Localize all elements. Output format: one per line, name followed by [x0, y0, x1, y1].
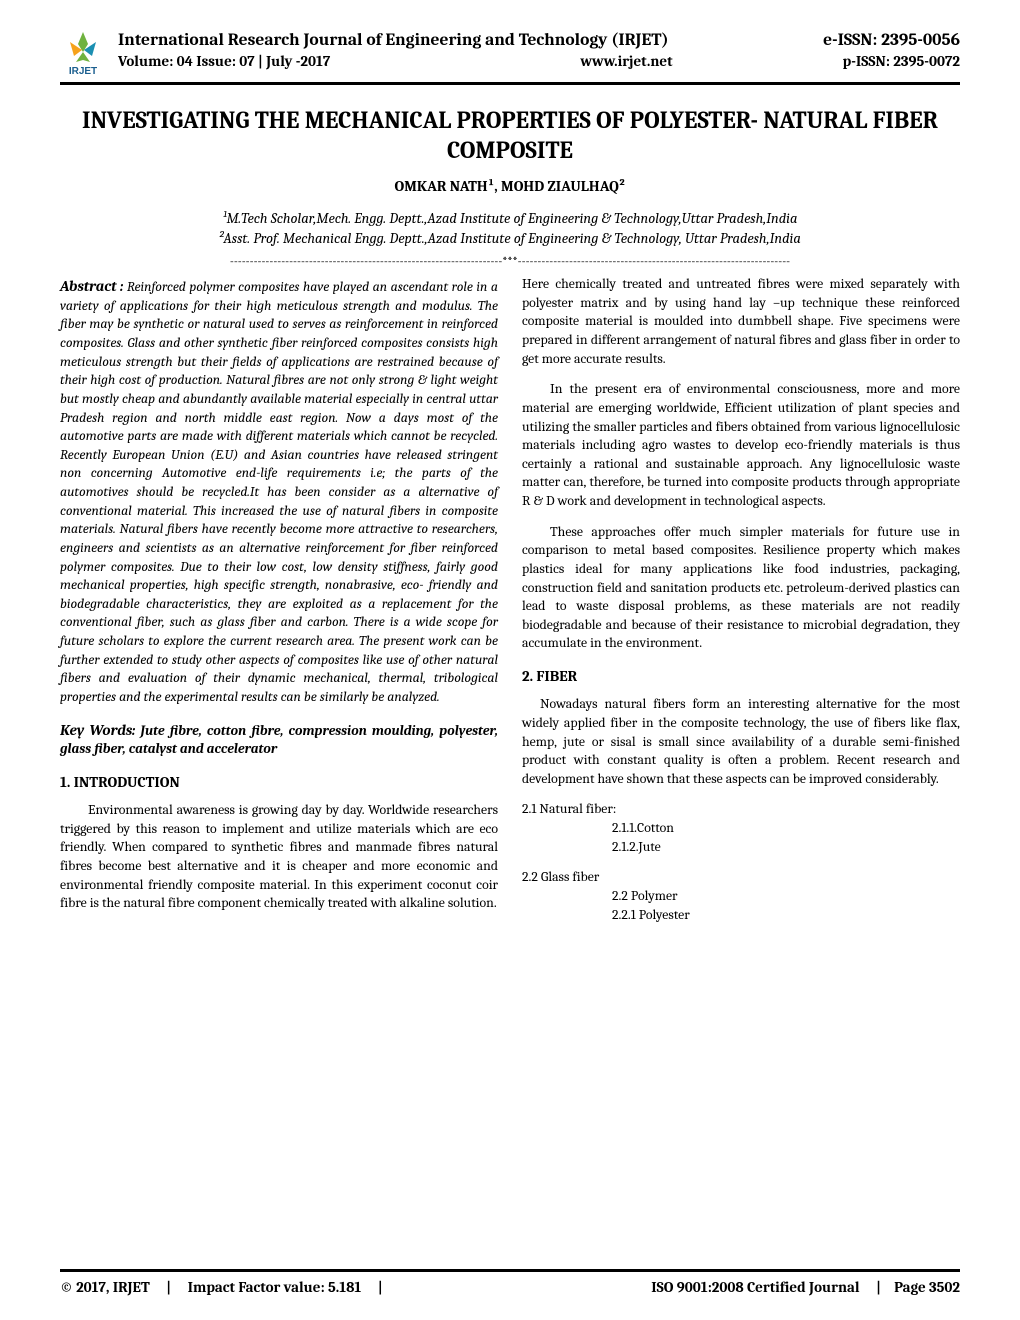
abstract-label: Abstract : [60, 277, 123, 295]
keywords-paragraph: Key Words: Jute fibre, cotton fibre, com… [60, 720, 498, 760]
list-2-1-1: 2.1.1.Cotton [612, 820, 960, 839]
page-header: IRJET International Research Journal of … [60, 30, 960, 85]
header-text-block: International Research Journal of Engine… [118, 30, 960, 70]
keywords-label: Key Words: [60, 721, 135, 739]
affiliation-1: ¹M.Tech Scholar,Mech. Engg. Deptt.,Azad … [60, 209, 960, 229]
footer-sep-3: | [876, 1278, 881, 1296]
svg-text:IRJET: IRJET [69, 66, 97, 76]
footer-cert: ISO 9001:2008 Certified Journal [651, 1278, 859, 1296]
p-issn: p-ISSN: 2395-0072 [843, 52, 960, 70]
website: www.irjet.net [580, 52, 672, 70]
right-column: Here chemically treated and untreated fi… [522, 276, 960, 926]
section-1-p1: Environmental awareness is growing day b… [60, 802, 498, 914]
section-1-heading: 1. INTRODUCTION [60, 772, 498, 792]
footer-sep-2: | [378, 1278, 383, 1296]
footer-sep-1: | [166, 1278, 171, 1296]
right-p3: These approaches offer much simpler mate… [522, 524, 960, 654]
footer-right: ISO 9001:2008 Certified Journal | Page 3… [651, 1278, 960, 1296]
authors: OMKAR NATH¹, MOHD ZIAULHAQ² [60, 177, 960, 195]
journal-name: International Research Journal of Engine… [118, 30, 669, 50]
footer-copyright: © 2017, IRJET | Impact Factor value: 5.1… [60, 1278, 383, 1296]
list-2-2: 2.2 Glass fiber [522, 869, 960, 888]
abstract-text: Reinforced polymer composites have playe… [60, 280, 498, 705]
journal-logo: IRJET [60, 30, 106, 76]
footer-copyright-text: © 2017, IRJET [60, 1278, 150, 1296]
paper-title: INVESTIGATING THE MECHANICAL PROPERTIES … [60, 105, 960, 165]
list-2-2-1: 2.2.1 Polyester [612, 907, 960, 926]
e-issn: e-ISSN: 2395-0056 [823, 30, 960, 50]
page-footer: © 2017, IRJET | Impact Factor value: 5.1… [60, 1269, 960, 1296]
abstract-paragraph: Abstract : Reinforced polymer composites… [60, 276, 498, 707]
section-2-heading: 2. FIBER [522, 666, 960, 686]
separator-line: ----------------------------------------… [60, 254, 960, 268]
footer-page: Page 3502 [894, 1278, 960, 1296]
footer-impact: Impact Factor value: 5.181 [188, 1278, 362, 1296]
body-columns: Abstract : Reinforced polymer composites… [60, 276, 960, 926]
volume-issue: Volume: 04 Issue: 07 | July -2017 [118, 52, 330, 70]
section-2-p1: Nowadays natural fibers form an interest… [522, 696, 960, 789]
left-column: Abstract : Reinforced polymer composites… [60, 276, 498, 926]
right-p1: Here chemically treated and untreated fi… [522, 276, 960, 369]
affiliation-2: ²Asst. Prof. Mechanical Engg. Deptt.,Aza… [60, 229, 960, 249]
right-p2: In the present era of environmental cons… [522, 381, 960, 511]
list-2-2-polymer: 2.2 Polymer [612, 888, 960, 907]
list-2-1: 2.1 Natural fiber: [522, 801, 960, 820]
list-2-1-2: 2.1.2.Jute [612, 839, 960, 858]
